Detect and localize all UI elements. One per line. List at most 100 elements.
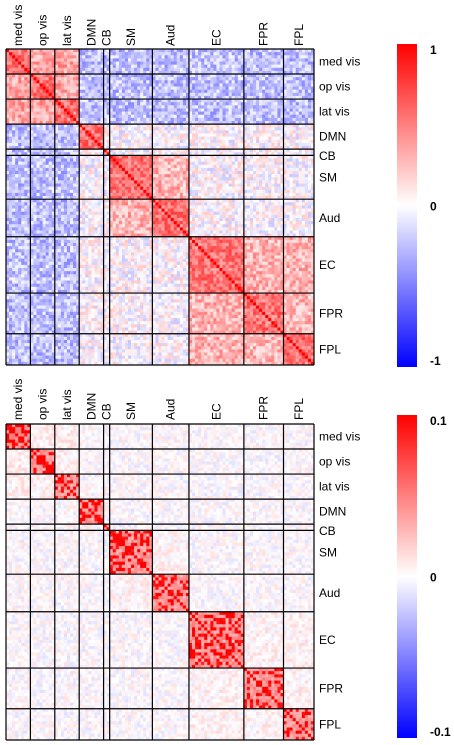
heatmap-cell (304, 74, 309, 78)
heatmap-cell (271, 80, 275, 84)
heatmap-cell (51, 61, 56, 65)
heatmap-cell (94, 183, 98, 187)
heatmap-cell (85, 120, 89, 125)
heatmap-cell (301, 99, 306, 103)
heatmap-cell (21, 196, 25, 200)
heatmap-cell (39, 136, 43, 141)
heatmap-cell (149, 192, 153, 197)
heatmap-cell (15, 102, 19, 106)
heatmap-cell (216, 80, 220, 84)
heatmap-cell (240, 49, 245, 53)
heatmap-cell (21, 139, 25, 144)
heatmap-cell (33, 77, 37, 81)
heatmap-cell (277, 61, 281, 65)
heatmap-cell (158, 102, 162, 106)
heatmap-cell (207, 164, 211, 169)
heatmap-cell (304, 186, 309, 191)
heatmap-cell (36, 142, 40, 147)
heatmap-cell (304, 92, 309, 97)
heatmap-cell (286, 80, 290, 84)
heatmap-cell (82, 158, 86, 162)
heatmap-cell (253, 117, 257, 122)
heatmap-cell (112, 149, 117, 153)
heatmap-cell (146, 77, 150, 81)
heatmap-cell (158, 183, 162, 187)
heatmap-cell (140, 86, 144, 90)
heatmap-cell (30, 180, 34, 184)
heatmap-cell (268, 74, 272, 78)
heatmap-cell (295, 99, 300, 103)
heatmap-cell (85, 127, 89, 131)
heatmap-cell (225, 70, 229, 75)
heatmap-cell (268, 77, 272, 81)
heatmap-cell (240, 149, 245, 153)
heatmap-cell (158, 92, 162, 97)
heatmap-cell (70, 152, 74, 156)
heatmap-cell (70, 64, 74, 69)
heatmap-cell (134, 130, 138, 134)
heatmap-cell (234, 189, 239, 194)
heatmap-cell (54, 77, 59, 81)
heatmap-cell (286, 136, 290, 141)
heatmap-cell (268, 95, 272, 100)
heatmap-cell (30, 83, 34, 87)
heatmap-cell (30, 120, 34, 125)
heatmap-cell (12, 139, 16, 144)
heatmap-cell (124, 152, 129, 156)
heatmap-cell (249, 149, 254, 153)
heatmap-cell (88, 139, 92, 144)
heatmap-cell (240, 161, 245, 166)
heatmap-cell (280, 111, 284, 115)
heatmap-cell (27, 80, 31, 84)
heatmap-cell (100, 80, 104, 84)
heatmap-cell (277, 155, 281, 159)
heatmap-cell (100, 142, 104, 147)
heatmap-cell (127, 108, 132, 112)
heatmap-cell (246, 80, 251, 84)
heatmap-cell (240, 108, 245, 112)
heatmap-cell (112, 64, 117, 69)
heatmap-cell (262, 124, 266, 128)
heatmap-cell (185, 70, 190, 75)
heatmap-cell (152, 120, 156, 125)
heatmap-cell (161, 171, 165, 175)
heatmap-cell (259, 86, 263, 90)
heatmap-cell (210, 167, 214, 172)
heatmap-cell (146, 177, 150, 181)
heatmap-cell (109, 80, 114, 84)
heatmap-cell (155, 120, 159, 125)
heatmap-cell (286, 155, 290, 159)
heatmap-cell (155, 155, 159, 159)
heatmap-cell (179, 152, 184, 156)
heatmap-cell (137, 133, 141, 137)
heatmap-cell (201, 136, 205, 141)
heatmap-cell (124, 83, 129, 87)
heatmap-cell (210, 99, 214, 103)
heatmap-cell (246, 95, 251, 100)
heatmap-cell (286, 67, 290, 72)
heatmap-cell (79, 142, 83, 147)
heatmap-cell (115, 186, 120, 191)
heatmap-cell (6, 133, 10, 137)
heatmap-cell (131, 158, 135, 162)
heatmap-cell (121, 133, 126, 137)
heatmap-cell (176, 149, 181, 153)
heatmap-cell (173, 127, 178, 131)
heatmap-cell (222, 186, 226, 191)
heatmap-cell (256, 74, 260, 78)
heatmap-cell (253, 177, 257, 181)
heatmap-cell (112, 89, 117, 94)
heatmap-cell (219, 133, 223, 137)
heatmap-cell (63, 192, 68, 197)
heatmap-cell (54, 189, 59, 194)
heatmap-cell (204, 164, 208, 169)
heatmap-cell (268, 120, 272, 125)
heatmap-cell (268, 55, 272, 59)
heatmap-cell (70, 189, 74, 194)
heatmap-cell (259, 161, 263, 166)
heatmap-cell (182, 86, 187, 90)
heatmap-cell (158, 67, 162, 72)
heatmap-cell (188, 77, 193, 81)
heatmap-cell (97, 114, 101, 119)
heatmap-cell (207, 186, 211, 191)
